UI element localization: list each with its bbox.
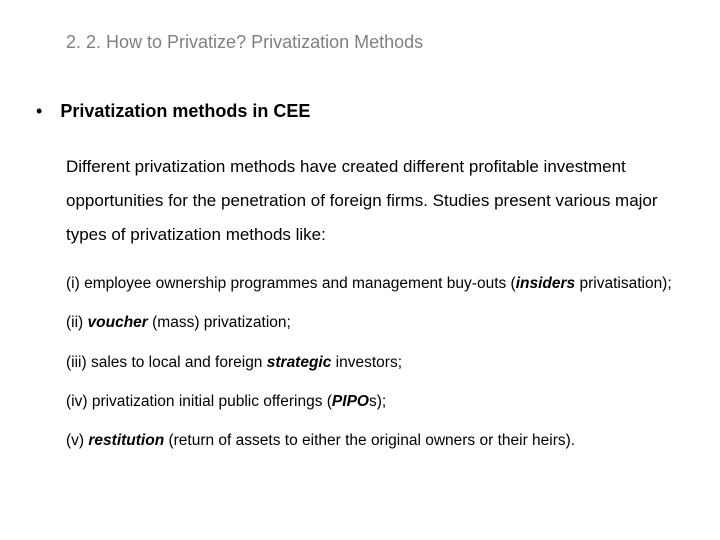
list-emphasis: voucher	[88, 314, 148, 331]
body-paragraph: Different privatization methods have cre…	[66, 150, 692, 252]
list-text: investors;	[331, 354, 402, 371]
list-emphasis: strategic	[267, 354, 332, 371]
list-text: (mass) privatization;	[148, 314, 291, 331]
list-item: (iv) privatization initial public offeri…	[66, 390, 692, 413]
list-item: (iii) sales to local and foreign strateg…	[66, 351, 692, 374]
list-emphasis: restitution	[88, 432, 164, 449]
list-text: privatisation);	[575, 275, 671, 292]
list-emphasis: insiders	[516, 275, 575, 292]
list-text: (return of assets to either the original…	[164, 432, 575, 449]
list-text: (iv) privatization initial public offeri…	[66, 393, 332, 410]
bullet: •	[36, 101, 42, 122]
list-text: (iii) sales to local and foreign	[66, 354, 267, 371]
list-text: (ii)	[66, 314, 88, 331]
list-item: (i) employee ownership programmes and ma…	[66, 272, 692, 295]
list-emphasis: PIPO	[332, 393, 369, 410]
slide-title: 2. 2. How to Privatize? Privatization Me…	[66, 32, 692, 53]
list-text: s);	[369, 393, 386, 410]
methods-list: (i) employee ownership programmes and ma…	[66, 272, 692, 452]
section-row: • Privatization methods in CEE	[28, 101, 692, 122]
list-item: (ii) voucher (mass) privatization;	[66, 311, 692, 334]
list-text: (i) employee ownership programmes and ma…	[66, 275, 516, 292]
list-item: (v) restitution (return of assets to eit…	[66, 429, 692, 452]
body-line: Different privatization methods have cre…	[66, 157, 539, 176]
list-text: (v)	[66, 432, 88, 449]
section-heading: Privatization methods in CEE	[60, 101, 310, 122]
